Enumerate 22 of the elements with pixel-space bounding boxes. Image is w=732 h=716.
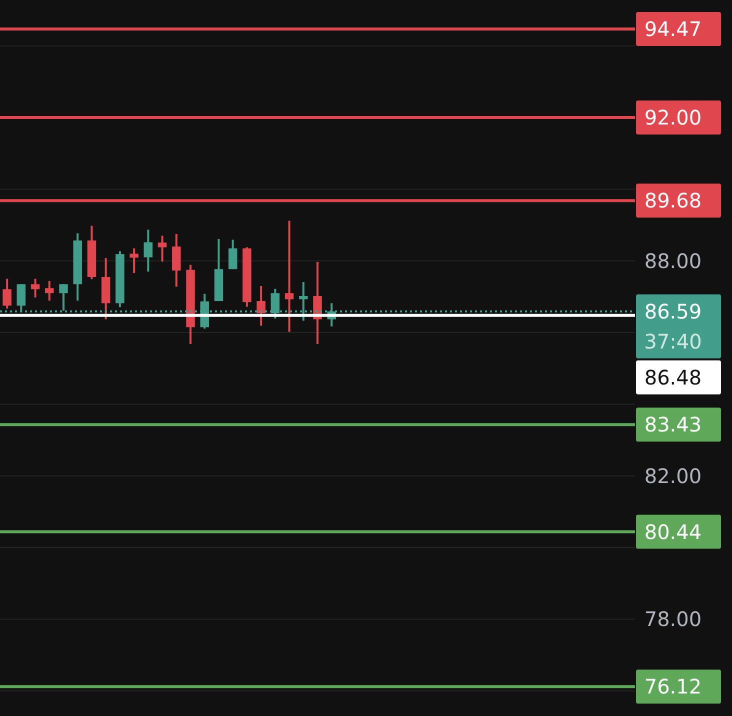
candlestick bbox=[256, 284, 266, 327]
candlestick bbox=[228, 238, 238, 270]
ref-line-label: 92.00 bbox=[644, 106, 702, 130]
ref-line-label: 89.68 bbox=[644, 188, 702, 213]
candlestick bbox=[30, 278, 40, 298]
y-tick-label: 88.00 bbox=[644, 248, 702, 273]
candlestick bbox=[59, 283, 68, 312]
candlestick bbox=[45, 280, 54, 302]
ref-line-label: 86.48 bbox=[644, 365, 702, 390]
candlestick bbox=[130, 247, 138, 274]
y-tick-label: 82.00 bbox=[644, 464, 702, 488]
ref-line-label: 94.47 bbox=[644, 17, 702, 42]
candlestick bbox=[144, 228, 153, 273]
candlestick bbox=[158, 234, 167, 263]
text: 37:40 bbox=[644, 329, 702, 354]
candlestick bbox=[2, 278, 12, 310]
y-tick-label: 78.00 bbox=[644, 607, 702, 632]
ref-line-label: 86.59 bbox=[644, 299, 702, 324]
ref-line-label: 83.43 bbox=[644, 412, 702, 437]
ref-line-label: 76.12 bbox=[644, 674, 702, 699]
candlestick bbox=[284, 220, 294, 333]
ref-line-label: 80.44 bbox=[644, 520, 702, 544]
